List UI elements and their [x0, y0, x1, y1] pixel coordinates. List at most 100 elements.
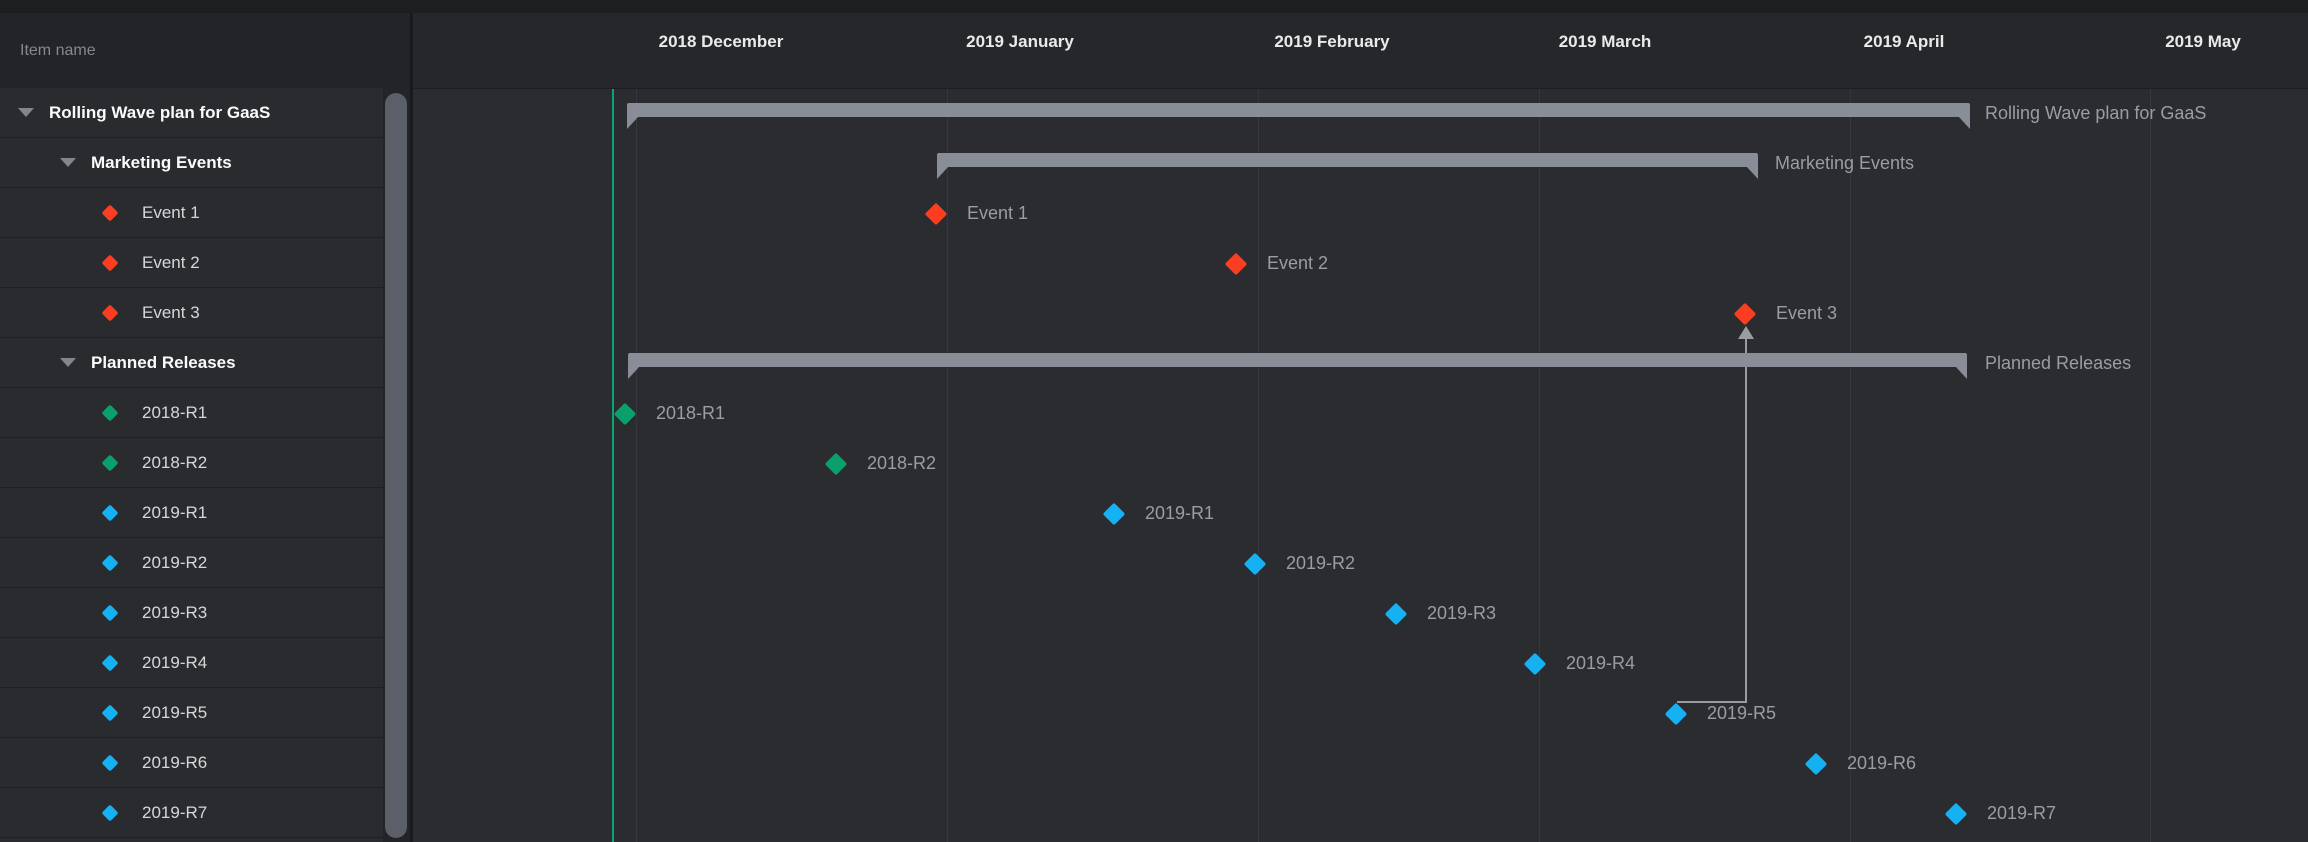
milestone-label: 2019-R5 — [1707, 703, 1777, 723]
chart-milestone-event-1[interactable] — [924, 202, 948, 226]
collapse-caret-icon[interactable] — [60, 358, 76, 367]
chart-milestone-2018-r2[interactable] — [824, 452, 848, 476]
summary-cap-right-icon — [1958, 116, 1970, 129]
milestone-label: 2018-R1 — [656, 403, 726, 423]
sidebar-row-rolling-wave-plan-for-gaas[interactable]: Rolling Wave plan for GaaS — [0, 88, 383, 138]
chart-milestone-2019-r3[interactable] — [1384, 602, 1408, 626]
sidebar-row-2019-r6[interactable]: 2019-R6 — [0, 738, 383, 788]
milestone-diamond-icon — [101, 704, 119, 721]
summary-bar-rolling-wave-plan-for-gaas[interactable] — [627, 103, 1970, 129]
sidebar-item-label: Planned Releases — [91, 352, 236, 372]
sidebar-row-2018-r1[interactable]: 2018-R1 — [0, 388, 383, 438]
sidebar-scrollbar-track — [383, 13, 410, 842]
summary-bar-planned-releases[interactable] — [628, 353, 1967, 379]
sidebar-item-label: Event 3 — [142, 302, 200, 322]
chart-milestone-2019-r4[interactable] — [1523, 652, 1547, 676]
sidebar-row-2019-r3[interactable]: 2019-R3 — [0, 588, 383, 638]
sidebar-item-label: 2018-R2 — [142, 452, 208, 472]
month-label: 2019 May — [2165, 32, 2241, 51]
sidebar-row-event-3[interactable]: Event 3 — [0, 288, 383, 338]
month-gridline — [2150, 89, 2151, 842]
milestone-label: Event 2 — [1267, 253, 1329, 273]
milestone-label: 2019-R4 — [1566, 653, 1636, 673]
milestone-label: Event 1 — [967, 203, 1029, 223]
sidebar-row-marketing-events[interactable]: Marketing Events — [0, 138, 383, 188]
sidebar-item-label: 2019-R3 — [142, 602, 208, 622]
sidebar-row-2019-r1[interactable]: 2019-R1 — [0, 488, 383, 538]
sidebar-item-label: 2019-R1 — [142, 502, 208, 522]
sidebar-row-event-1[interactable]: Event 1 — [0, 188, 383, 238]
chart-milestone-2019-r5[interactable] — [1664, 702, 1688, 726]
sidebar-item-label: 2019-R6 — [142, 752, 208, 772]
milestone-diamond-icon — [101, 304, 119, 321]
milestone-diamond-icon — [101, 754, 119, 771]
milestone-label: 2019-R6 — [1847, 753, 1917, 773]
collapse-caret-icon[interactable] — [18, 108, 34, 117]
month-gridline — [1850, 89, 1851, 842]
month-label: 2019 April — [1863, 32, 1945, 51]
sidebar-row-2019-r5[interactable]: 2019-R5 — [0, 688, 383, 738]
window-top-strip — [0, 0, 2308, 13]
milestone-label: 2019-R2 — [1286, 553, 1356, 573]
sidebar-row-2018-r2[interactable]: 2018-R2 — [0, 438, 383, 488]
summary-bar-label: Rolling Wave plan for GaaS — [1985, 103, 2207, 123]
timeline-month-header: 2018 December 2019 January 2019 February 20… — [413, 13, 2308, 89]
month-label: 2019 January — [966, 32, 1074, 51]
sidebar-scrollbar-thumb[interactable] — [385, 93, 407, 838]
summary-cap-right-icon — [1955, 366, 1967, 379]
summary-cap-left-icon — [627, 116, 639, 129]
chart-milestone-2019-r6[interactable] — [1804, 752, 1828, 776]
sidebar-item-label: Marketing Events — [91, 152, 232, 172]
milestone-diamond-icon — [101, 554, 119, 571]
sidebar-item-label: 2018-R1 — [142, 402, 208, 422]
milestone-label: 2018-R2 — [867, 453, 937, 473]
milestone-diamond-icon — [101, 404, 119, 421]
task-list-panel: Item name Rolling Wave plan for GaaS Mark… — [0, 13, 383, 842]
panel-divider[interactable] — [410, 13, 413, 842]
chart-milestone-2018-r1[interactable] — [613, 402, 637, 426]
gantt-chart-area: Rolling Wave plan for GaaS Marketing Even… — [413, 89, 2308, 842]
milestone-label: 2019-R7 — [1987, 803, 2057, 823]
summary-cap-left-icon — [937, 166, 949, 179]
month-label: 2019 February — [1274, 32, 1390, 51]
chart-milestone-2019-r7[interactable] — [1944, 802, 1968, 826]
sidebar-row-2019-r4[interactable]: 2019-R4 — [0, 638, 383, 688]
milestone-label: 2019-R3 — [1427, 603, 1497, 623]
month-label: 2019 March — [1558, 32, 1652, 51]
sidebar-item-label: 2019-R4 — [142, 652, 208, 672]
today-marker-line — [612, 89, 614, 842]
chart-milestone-event-3[interactable] — [1733, 302, 1757, 326]
milestone-diamond-icon — [101, 504, 119, 521]
sidebar-item-label: 2019-R5 — [142, 702, 208, 722]
sidebar-row-2019-r7[interactable]: 2019-R7 — [0, 788, 383, 838]
dependency-connector-horizontal — [1677, 701, 1747, 703]
chart-milestone-event-2[interactable] — [1224, 252, 1248, 276]
summary-cap-left-icon — [628, 366, 640, 379]
month-gridline — [636, 89, 637, 842]
milestone-diamond-icon — [101, 604, 119, 621]
dependency-connector-vertical — [1745, 339, 1747, 703]
month-gridline — [947, 89, 948, 842]
month-gridline — [1539, 89, 1540, 842]
milestone-diamond-icon — [101, 804, 119, 821]
sidebar-row-planned-releases[interactable]: Planned Releases — [0, 338, 383, 388]
item-name-column-header: Item name — [20, 42, 96, 59]
milestone-diamond-icon — [101, 454, 119, 471]
chart-milestone-2019-r2[interactable] — [1243, 552, 1267, 576]
chart-milestone-2019-r1[interactable] — [1102, 502, 1126, 526]
summary-bar-label: Marketing Events — [1775, 153, 1915, 173]
sidebar-item-label: 2019-R2 — [142, 552, 208, 572]
sidebar-row-event-2[interactable]: Event 2 — [0, 238, 383, 288]
sidebar-item-label: Event 1 — [142, 202, 200, 222]
collapse-caret-icon[interactable] — [60, 158, 76, 167]
milestone-label: 2019-R1 — [1145, 503, 1215, 523]
milestone-diamond-icon — [101, 204, 119, 221]
month-gridline — [1258, 89, 1259, 842]
sidebar-row-2019-r2[interactable]: 2019-R2 — [0, 538, 383, 588]
sidebar-item-label: Event 2 — [142, 252, 200, 272]
sidebar-item-label: 2019-R7 — [142, 802, 208, 822]
summary-cap-right-icon — [1746, 166, 1758, 179]
month-label: 2018 December — [658, 32, 784, 51]
summary-bar-marketing-events[interactable] — [937, 153, 1758, 179]
